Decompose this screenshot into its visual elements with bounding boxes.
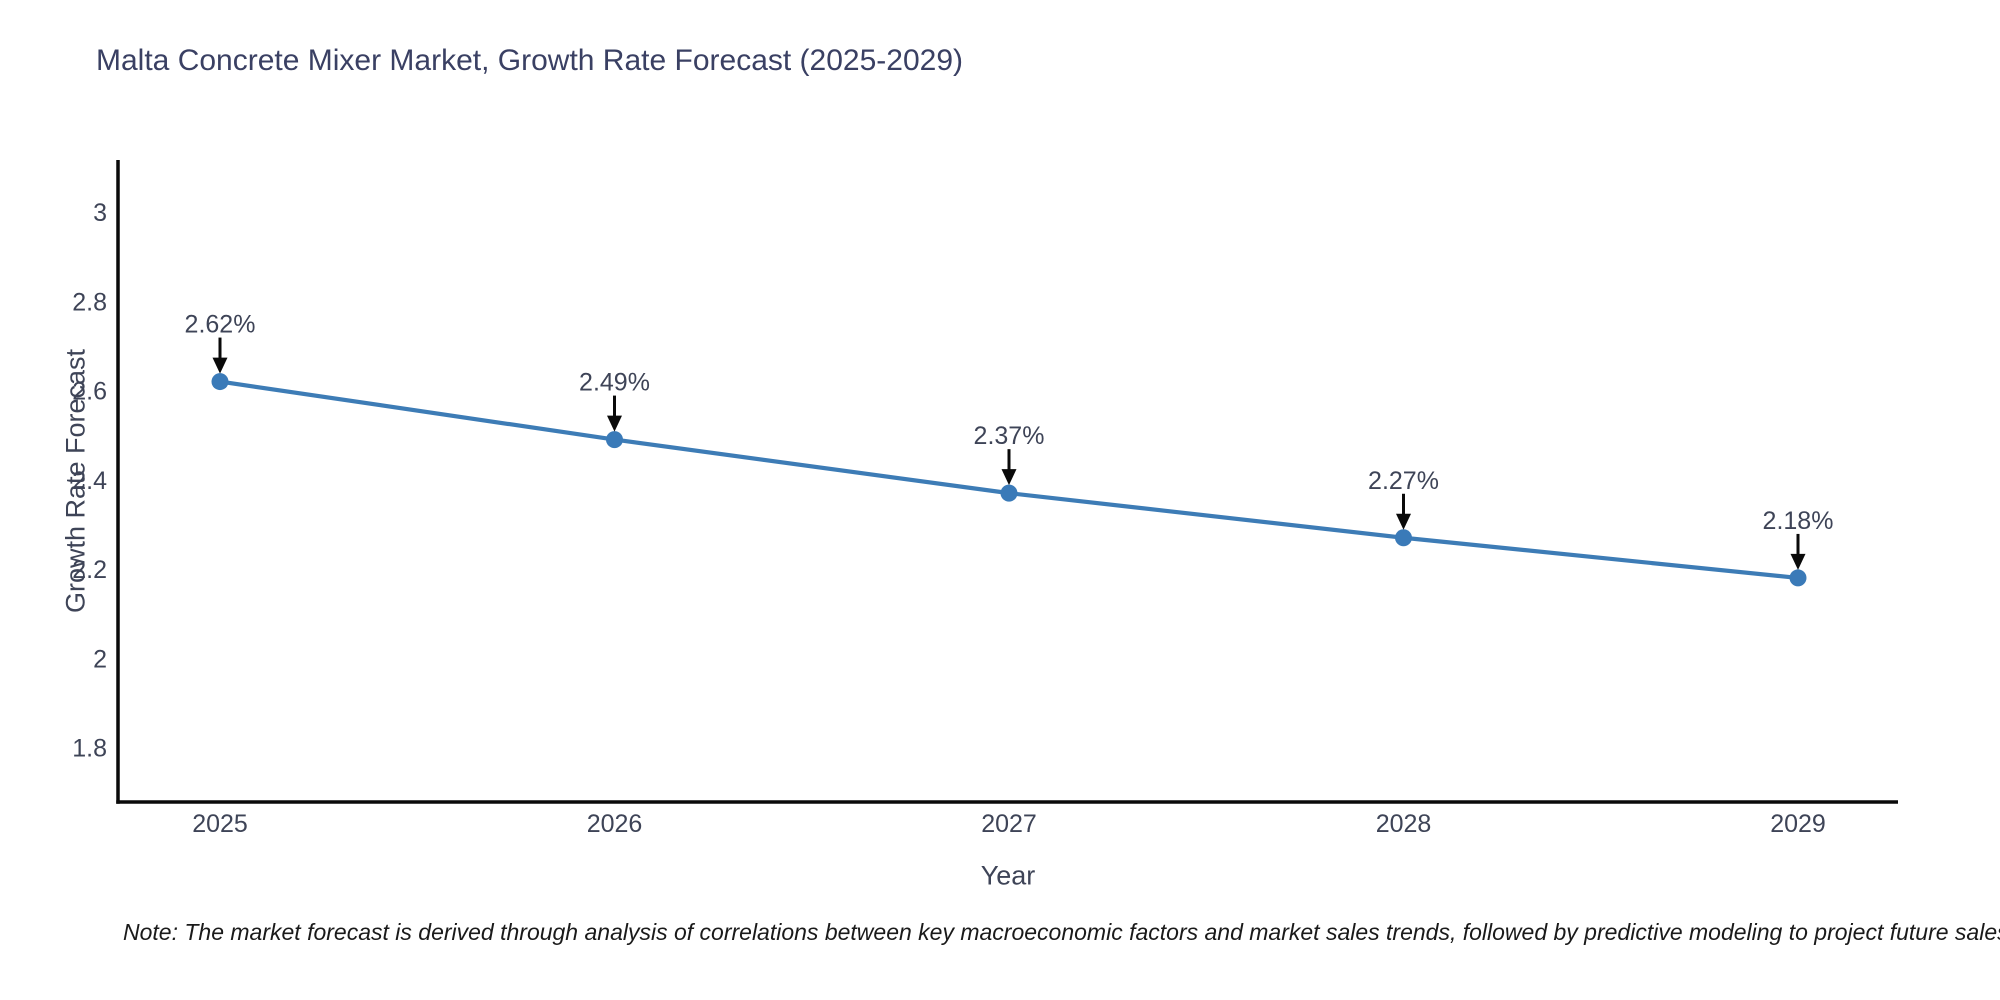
data-point-marker	[1000, 484, 1018, 502]
y-tick-label: 2.6	[72, 378, 107, 406]
y-tick-label: 2.2	[72, 556, 107, 584]
data-point-marker	[606, 431, 623, 449]
x-tick-label: 2029	[1770, 810, 1826, 838]
y-tick-label: 2.4	[72, 467, 107, 495]
annotation-arrow-head	[607, 415, 622, 432]
data-point-label: 2.49%	[579, 369, 650, 397]
x-axis-title: Year	[980, 860, 1036, 891]
data-point-label: 2.62%	[185, 311, 256, 339]
annotation-arrow-head	[1396, 513, 1411, 530]
chart-title: Malta Concrete Mixer Market, Growth Rate…	[96, 44, 963, 77]
x-tick-label: 2025	[192, 810, 248, 838]
y-tick-label: 2	[93, 645, 107, 673]
annotation-arrow-head	[212, 357, 228, 374]
x-tick-label: 2028	[1376, 810, 1432, 838]
annotation-arrow-head	[1790, 553, 1806, 570]
y-axis-title: Growth Rate Forecast	[60, 348, 91, 614]
data-point-label: 2.37%	[974, 422, 1045, 450]
data-point-label: 2.27%	[1368, 467, 1439, 495]
x-tick-label: 2026	[587, 810, 643, 838]
data-point-marker	[1395, 529, 1412, 547]
x-tick-label: 2027	[981, 810, 1037, 838]
y-tick-label: 3	[93, 199, 107, 227]
annotation-arrow-head	[1001, 469, 1017, 486]
footnote: Note: The market forecast is derived thr…	[123, 919, 2000, 945]
data-point-marker	[211, 373, 229, 391]
y-tick-label: 2.8	[72, 288, 107, 316]
y-tick-label: 1.8	[72, 735, 107, 763]
data-point-marker	[1789, 569, 1807, 587]
data-point-label: 2.18%	[1763, 507, 1834, 535]
